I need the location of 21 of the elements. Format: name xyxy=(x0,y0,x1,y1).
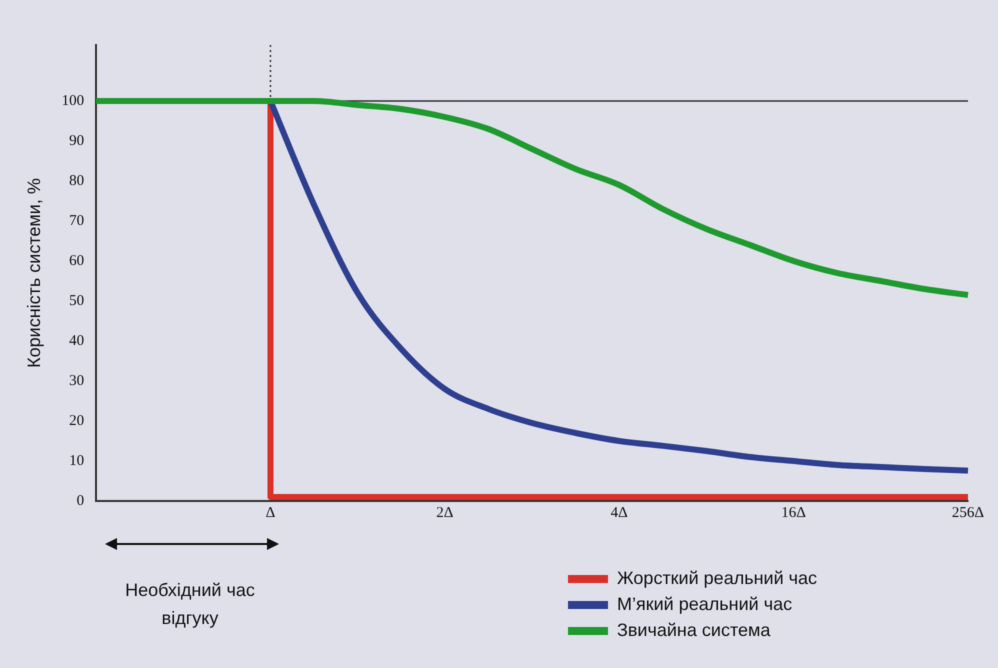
y-tick-label: 10 xyxy=(69,452,84,469)
y-tick-label: 40 xyxy=(69,332,84,349)
x-tick-label: 256Δ xyxy=(952,504,984,521)
y-tick-label: 100 xyxy=(62,92,84,109)
x-tick-label: Δ xyxy=(266,504,276,521)
y-tick-label: 30 xyxy=(69,372,84,389)
y-tick-label: 60 xyxy=(69,252,84,269)
y-tick-label: 50 xyxy=(69,292,84,309)
legend-label: М’який реальний час xyxy=(617,594,792,614)
x-tick-label: 16Δ xyxy=(781,504,806,521)
legend-label: Жорсткий реальний час xyxy=(617,568,818,588)
x-tick-label: 2Δ xyxy=(436,504,454,521)
y-tick-label: 90 xyxy=(69,132,84,149)
y-tick-label: 20 xyxy=(69,412,84,429)
text: Необхідний час відгуку xyxy=(125,579,255,630)
x-tick-label: 4Δ xyxy=(610,504,628,521)
y-tick-label: 80 xyxy=(69,172,84,189)
y-tick-label: 0 xyxy=(76,492,84,509)
y-axis-title: Корисність системи, % xyxy=(24,178,44,368)
legend-label: Звичайна система xyxy=(617,620,772,640)
y-tick-label: 70 xyxy=(69,212,84,229)
